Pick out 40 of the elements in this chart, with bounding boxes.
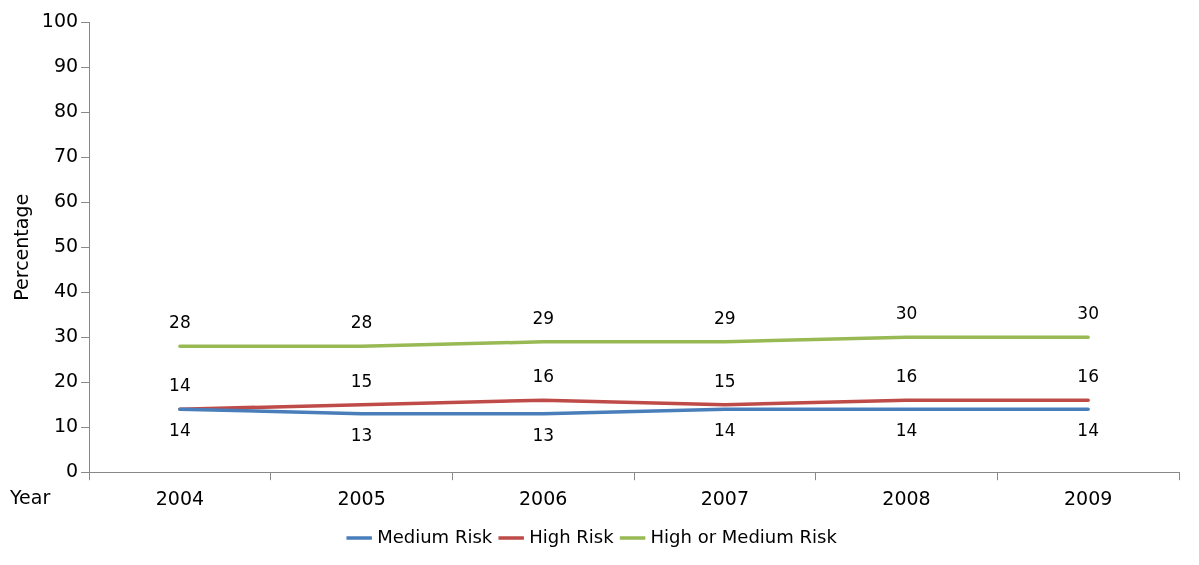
data-label: 14 (169, 375, 191, 396)
data-label: 29 (714, 307, 736, 328)
data-label: 13 (350, 424, 373, 445)
data-label: 30 (895, 303, 918, 324)
x-tick-label: 2008 (882, 486, 931, 509)
x-tick-label: 2009 (1063, 486, 1113, 509)
x-tick-label: 2005 (337, 486, 386, 509)
y-tick-label: 100 (41, 9, 79, 32)
y-tick-label: 0 (65, 459, 79, 482)
x-tick-label: 2007 (700, 486, 750, 509)
y-tick-label: 90 (53, 54, 79, 77)
y-tick-label: 60 (53, 189, 79, 212)
data-label: 15 (714, 370, 736, 391)
y-tick-label: 10 (53, 414, 79, 437)
data-label: 28 (169, 312, 191, 333)
data-label: 15 (350, 370, 373, 391)
data-label: 13 (532, 424, 555, 445)
data-label: 16 (895, 366, 918, 387)
y-axis-title: Percentage (10, 193, 33, 301)
data-label: 16 (532, 366, 555, 387)
data-label: 14 (169, 420, 191, 441)
data-label: 30 (1077, 303, 1099, 324)
x-tick-label: 2004 (155, 486, 205, 509)
data-label: 14 (1077, 420, 1099, 441)
y-tick-label: 50 (53, 234, 79, 257)
y-tick-label: 70 (53, 144, 79, 167)
legend-label: High Risk (529, 525, 615, 547)
legend-label: Medium Risk (377, 525, 493, 547)
x-axis-title: Year (9, 486, 51, 509)
data-label: 28 (350, 312, 373, 333)
data-label: 16 (1077, 366, 1099, 387)
data-label: 14 (714, 420, 736, 441)
data-label: 14 (895, 420, 918, 441)
x-tick-label: 2006 (519, 486, 568, 509)
y-tick-label: 30 (53, 324, 79, 347)
y-tick-label: 20 (53, 369, 79, 392)
y-tick-label: 40 (53, 279, 79, 302)
legend-label: High or Medium Risk (650, 525, 838, 547)
data-label: 29 (532, 307, 555, 328)
y-tick-label: 80 (53, 99, 79, 122)
